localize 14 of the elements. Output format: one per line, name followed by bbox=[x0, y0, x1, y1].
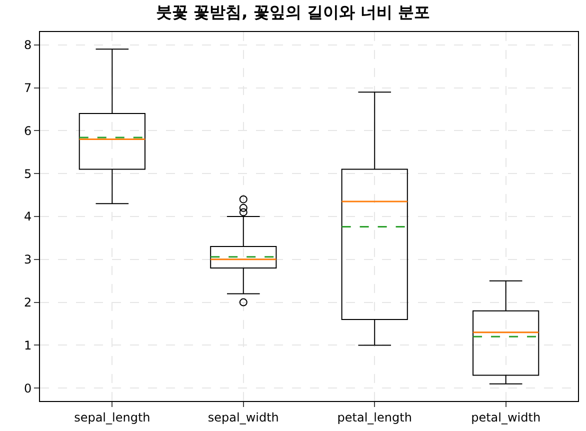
x-tick-label: petal_length bbox=[337, 410, 412, 424]
y-tick-label: 1 bbox=[24, 338, 32, 352]
y-tick-label: 6 bbox=[24, 124, 32, 138]
y-tick-label: 3 bbox=[24, 252, 32, 267]
x-tick-label: petal_width bbox=[471, 410, 541, 424]
chart-title: 붓꽃 꽃받침, 꽃잎의 길이와 너비 분포 bbox=[156, 2, 430, 22]
y-tick-label: 7 bbox=[24, 80, 32, 95]
x-tick-label: sepal_length bbox=[74, 410, 150, 424]
y-tick-label: 0 bbox=[24, 381, 32, 396]
y-tick-label: 2 bbox=[24, 296, 32, 310]
y-tick-label: 4 bbox=[24, 210, 32, 224]
x-tick-label: sepal_width bbox=[208, 410, 279, 424]
y-tick-label: 8 bbox=[24, 38, 32, 52]
y-tick-label: 5 bbox=[24, 166, 32, 181]
